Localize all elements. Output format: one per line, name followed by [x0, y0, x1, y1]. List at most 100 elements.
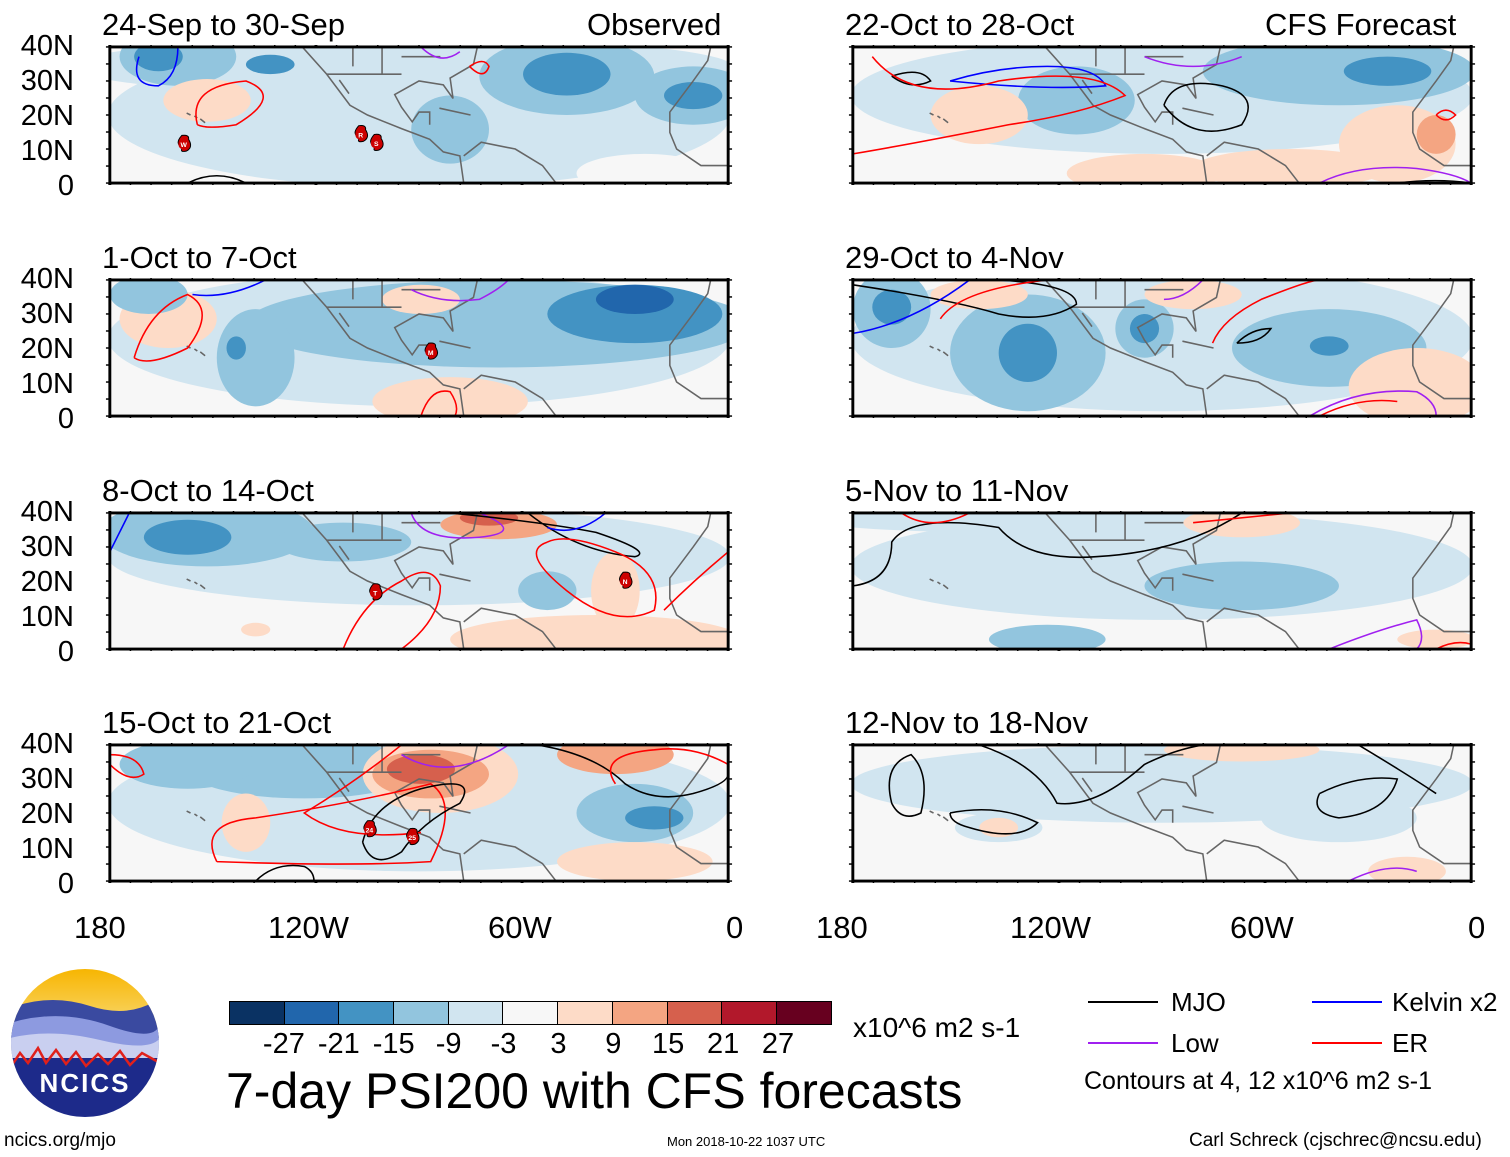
- legend-label-kelvin: Kelvin x2: [1392, 987, 1498, 1017]
- psi-anomaly-region: [450, 615, 729, 650]
- storm-label: S: [374, 141, 379, 148]
- psi-anomaly-region: [930, 85, 1028, 145]
- legend-line-low: [1088, 1042, 1158, 1044]
- panel-title: 29-Oct to 4-Nov: [845, 240, 1064, 275]
- psi-anomaly-region: [143, 519, 232, 555]
- psi200-map: [848, 45, 1476, 185]
- psi-anomaly-region: [591, 551, 640, 630]
- map-frame: [108, 45, 730, 185]
- filtered-contour: [192, 279, 266, 297]
- forecast-header: CFS Forecast: [1265, 7, 1457, 42]
- coastline: [929, 744, 1472, 882]
- filtered-contour: [1319, 399, 1398, 417]
- psi-anomaly-region: [411, 95, 489, 164]
- psi-anomaly-region: [226, 336, 246, 360]
- filtered-contour: [1348, 867, 1417, 882]
- filtered-contour: [949, 65, 1107, 89]
- psi-anomaly-region: [386, 754, 455, 784]
- psi-anomaly-region: [1183, 512, 1301, 538]
- map-frame: [108, 511, 730, 651]
- map-panel: [844, 45, 1480, 185]
- contour-note: Contours at 4, 12 x10^6 m2 s-1: [1084, 1067, 1433, 1095]
- storm-label: M: [428, 350, 434, 357]
- panel-title: 15-Oct to 21-Oct: [102, 705, 332, 740]
- filtered-contour: [891, 71, 932, 86]
- lon-label-60w-right: 60W: [1230, 910, 1294, 945]
- colorbar-label: 27: [761, 1028, 795, 1060]
- colorbar-label: -9: [435, 1028, 462, 1060]
- filtered-contour: [1319, 166, 1472, 184]
- legend-line-mjo: [1088, 1001, 1158, 1003]
- colorbar-units: x10^6 m2 s-1: [853, 1012, 1021, 1043]
- psi-anomaly-region: [557, 842, 713, 882]
- colorbar-swatch: [284, 1002, 340, 1024]
- colorbar-swatch: [776, 1002, 831, 1024]
- filtered-contour: [187, 174, 247, 184]
- panel-title: 24-Sep to 30-Sep: [102, 7, 346, 42]
- coastline: [929, 512, 1472, 650]
- tropical-cyclone-icon: 24: [363, 820, 377, 838]
- colorbar-label: -3: [490, 1028, 517, 1060]
- panel-title: 8-Oct to 14-Oct: [102, 473, 314, 508]
- tropical-cyclone-icon: R: [354, 125, 369, 143]
- tropical-cyclone-icon: T: [369, 583, 383, 601]
- filtered-contour: [1211, 279, 1320, 344]
- coastline: [186, 744, 729, 882]
- storm-label: W: [181, 142, 188, 149]
- lat-label: 30N: [20, 763, 74, 795]
- psi-anomaly-region: [134, 46, 183, 72]
- psi-anomaly-region: [245, 54, 295, 75]
- filtered-contour: [949, 809, 1039, 835]
- psi-anomaly-region: [852, 512, 1194, 533]
- colorbar-swatch: [722, 1002, 777, 1024]
- psi-anomaly-region: [988, 624, 1106, 650]
- filtered-contour: [410, 512, 505, 539]
- lat-label: 10N: [20, 135, 74, 167]
- tropical-cyclone-icon: 25: [406, 827, 420, 846]
- psi-anomaly-region: [872, 289, 912, 325]
- psi-anomaly-region: [523, 52, 611, 96]
- colorbar-swatch: [339, 1002, 395, 1024]
- psi-anomaly-region: [119, 744, 256, 789]
- map-frame: [851, 45, 1473, 185]
- filtered-contour: [609, 748, 729, 785]
- lon-label-180-right: 180: [816, 910, 868, 945]
- colorbar-swatch: [503, 1002, 559, 1024]
- legend-label-mjo: MJO: [1171, 987, 1226, 1017]
- colorbar-swatch: [558, 1002, 613, 1024]
- psi-anomaly-region: [216, 309, 295, 407]
- storm-label: N: [623, 579, 628, 586]
- ncics-logo: NCICS: [10, 968, 160, 1118]
- lat-label: 20N: [20, 333, 74, 365]
- psi-anomaly-region: [1309, 336, 1349, 356]
- colorbar-label: 21: [706, 1028, 740, 1060]
- footer-url[interactable]: ncics.org/mjo: [4, 1130, 116, 1151]
- filtered-contour: [537, 744, 729, 798]
- colorbar-swatch: [667, 1002, 723, 1024]
- colorbar-label: -27: [262, 1028, 305, 1060]
- map-frame: [108, 278, 730, 418]
- panel-title: 5-Nov to 11-Nov: [845, 473, 1069, 508]
- legend-label-er: ER: [1392, 1028, 1429, 1058]
- tropical-cyclone-icon: S: [370, 133, 384, 151]
- colorbar-swatch: [612, 1002, 668, 1024]
- filtered-contour: [342, 571, 442, 650]
- filtered-contour: [420, 46, 461, 59]
- filtered-contour: [109, 753, 145, 779]
- lat-label: 30N: [20, 298, 74, 330]
- psi200-map: M: [105, 278, 733, 418]
- psi-anomaly-region: [664, 81, 723, 110]
- filtered-contour: [1163, 82, 1249, 132]
- map-frame: [851, 511, 1473, 651]
- filtered-contour: [978, 744, 1203, 805]
- filtered-contour: [420, 390, 458, 417]
- psi-anomaly-region: [557, 744, 674, 775]
- lat-label: 40N: [20, 30, 74, 62]
- storm-label: R: [358, 132, 363, 139]
- lon-label-0-right: 0: [1468, 910, 1486, 945]
- lat-label: 20N: [20, 100, 74, 132]
- filtered-contour: [663, 551, 729, 611]
- colorbar-label: -15: [372, 1028, 415, 1060]
- psi-anomaly-region: [275, 522, 412, 562]
- filtered-contour: [1144, 55, 1243, 68]
